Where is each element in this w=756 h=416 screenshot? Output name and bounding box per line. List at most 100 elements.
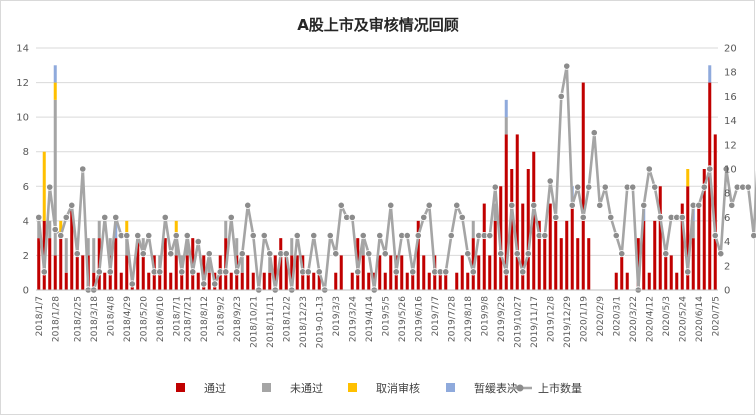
bar-pass: [207, 272, 211, 290]
line-point: [700, 183, 708, 191]
bar-fail: [224, 220, 228, 239]
line-series: [37, 64, 756, 292]
y-right-tick-label: 2: [724, 261, 730, 272]
bar-fail: [97, 220, 101, 239]
legend-item: 取消审核: [348, 381, 420, 395]
bar-pass: [251, 272, 255, 290]
line-point: [502, 268, 510, 276]
line-point: [618, 250, 626, 258]
bar-pass: [576, 238, 580, 290]
bar-pass: [405, 272, 409, 290]
line-point: [304, 268, 312, 276]
line-point: [178, 268, 186, 276]
x-tick-label: 2019/7/28: [447, 296, 457, 342]
x-tick-label: 2019-01-13: [315, 296, 325, 348]
bar-pass: [339, 255, 343, 290]
line-point: [156, 268, 164, 276]
y-left-tick-label: 10: [16, 113, 29, 124]
bar-fail: [504, 117, 508, 135]
bar-pass: [196, 272, 200, 290]
line-point: [101, 213, 109, 221]
line-point: [414, 231, 422, 240]
line-point: [409, 268, 417, 276]
bar-pass: [570, 203, 574, 290]
bar-pass: [482, 203, 486, 290]
line-point: [145, 231, 153, 240]
x-tick-label: 2018/9/23: [233, 296, 243, 342]
x-tick-label: 2019/10/27: [513, 296, 523, 348]
line-point: [596, 201, 604, 209]
line-point: [128, 280, 136, 288]
line-point: [557, 92, 565, 101]
line-point: [568, 201, 576, 209]
line-point: [57, 231, 65, 240]
line-point: [519, 268, 527, 276]
line-point: [579, 213, 587, 221]
line-point: [354, 268, 362, 276]
bar-cancel: [125, 220, 129, 239]
bar-pass: [367, 272, 371, 290]
line-point: [607, 213, 615, 221]
line-point: [112, 213, 120, 221]
line-point: [315, 268, 323, 276]
chart-title: A股上市及审核情况回顾: [297, 16, 459, 34]
bar-pass: [317, 272, 321, 290]
x-tick-label: 2018/1/28: [51, 296, 61, 342]
bar-pass: [158, 272, 162, 290]
bar-pass: [141, 255, 145, 290]
bar-pass: [422, 255, 426, 290]
line-point: [563, 62, 571, 70]
bar-pass: [521, 203, 525, 290]
line-point: [189, 268, 197, 276]
line-point: [612, 231, 620, 240]
legend-swatch: [262, 383, 271, 392]
line-point: [211, 280, 219, 288]
line-point: [381, 250, 389, 258]
bar-pass: [559, 238, 563, 290]
x-tick-label: 2018/10/21: [249, 296, 259, 348]
y-left-tick-label: 2: [23, 251, 29, 262]
bar-fail: [92, 238, 96, 273]
bar-pass: [713, 134, 717, 290]
legend-item: 上市数量: [508, 381, 582, 395]
bar-pass: [416, 220, 420, 290]
line-point: [651, 183, 659, 191]
x-tick-label: 2020/1/19: [579, 296, 589, 342]
x-tick-label: 2018/11/11: [266, 296, 276, 348]
x-tick-label: 2020/7/5: [711, 296, 721, 336]
bar-fail: [691, 220, 695, 239]
line-point: [79, 165, 87, 173]
bar-pass: [532, 151, 536, 290]
legend-label: 取消审核: [376, 381, 420, 395]
x-tick-label: 2019/3/24: [348, 296, 358, 342]
legend-item: 通过: [176, 382, 226, 395]
line-point: [711, 231, 719, 240]
line-point: [524, 250, 532, 258]
bar-pass: [669, 255, 673, 290]
bar-pass: [103, 272, 107, 290]
bar-pass: [273, 255, 277, 290]
line-point: [590, 129, 598, 137]
bar-fail: [64, 238, 68, 273]
bar-defer: [708, 65, 712, 83]
line-point: [695, 201, 703, 209]
bar-fail: [235, 238, 239, 256]
bar-fail: [141, 238, 145, 256]
bar-fail: [174, 238, 178, 256]
y-right-tick-label: 20: [724, 44, 737, 55]
bar-fail: [185, 238, 189, 256]
line-point: [68, 201, 76, 209]
legend-swatch: [348, 383, 357, 392]
y-left-tick-label: 0: [23, 286, 29, 297]
line-point: [172, 231, 180, 240]
x-tick-label: 2018/7/1: [172, 296, 182, 336]
line-point: [601, 183, 609, 191]
bar-pass: [240, 272, 244, 290]
bar-fail: [108, 238, 112, 256]
bar-fail: [207, 255, 211, 273]
line-point: [491, 183, 499, 191]
line-point: [310, 231, 318, 240]
bar-pass: [81, 255, 85, 290]
